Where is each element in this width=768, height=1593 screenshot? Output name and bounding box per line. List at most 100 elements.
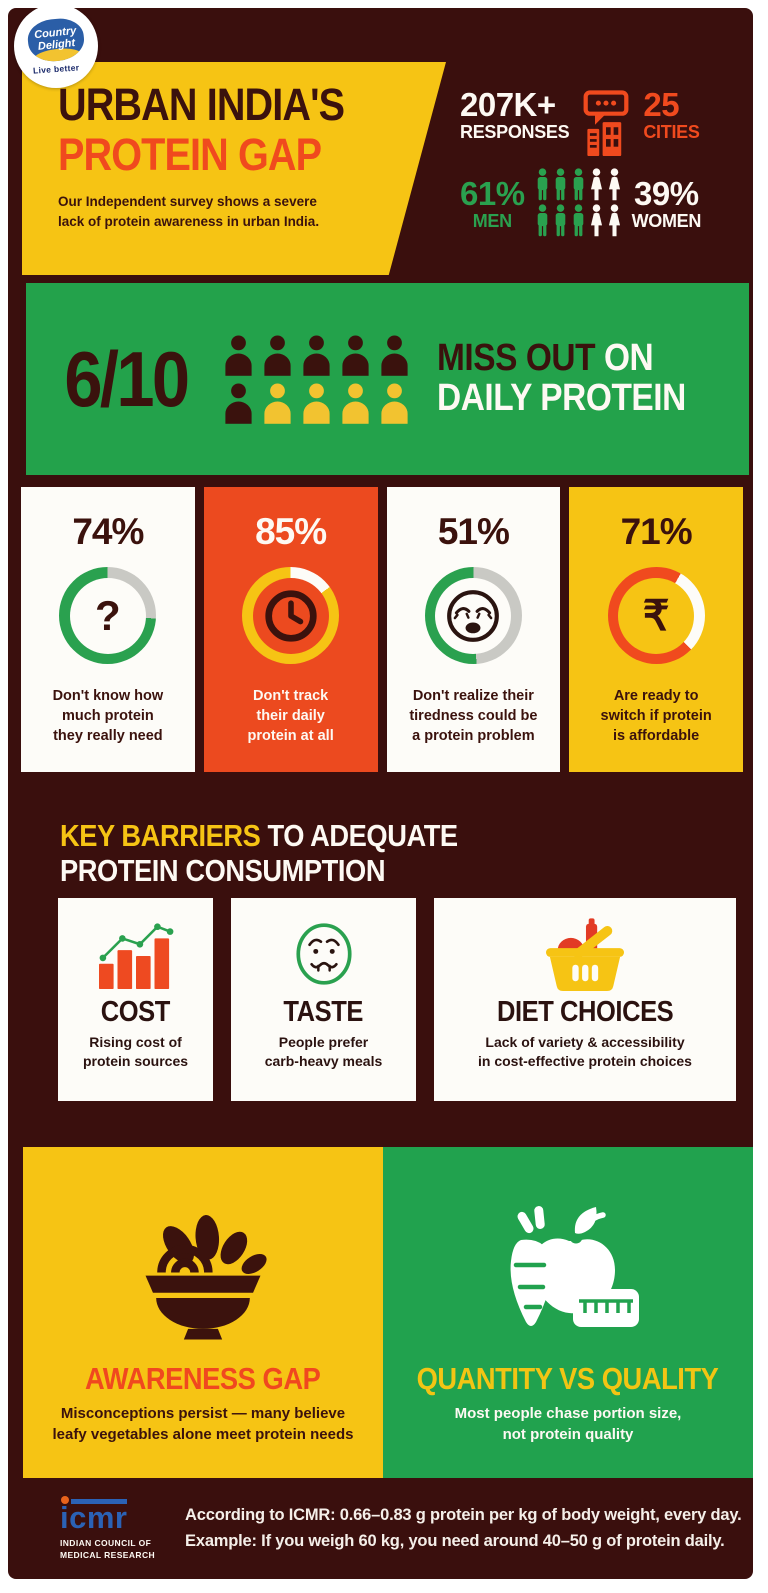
stat-value: 74% — [72, 511, 144, 552]
survey-stats: 207K+ RESPONSES — [460, 88, 750, 237]
stat-caption: Don't realize their tiredness could be a… — [409, 688, 538, 744]
salad-bowl-icon — [123, 1147, 283, 1347]
man-icon — [571, 168, 586, 201]
women-stat: 39% WOMEN — [632, 177, 702, 232]
barrier-caption: People prefer carb-heavy meals — [264, 1034, 383, 1069]
cities-stat: 25 CITIES — [643, 86, 700, 143]
header-section: Country Delight Live better URBAN INDIA'… — [8, 8, 753, 285]
panel-caption: Most people chase portion size, not prot… — [454, 1405, 682, 1443]
gender-stats-row: 61% MEN 39% WOMEN — [460, 172, 750, 237]
quantity-vs-quality-panel: QUANTITY VS QUALITY Most people chase po… — [383, 1147, 753, 1478]
gender-pictogram — [535, 168, 622, 237]
person-icon — [300, 383, 333, 424]
men-stat: 61% MEN — [460, 177, 525, 232]
weary-face-icon — [435, 577, 512, 654]
footer-section: icmr INDIAN COUNCIL OF MEDICAL RESEARCH … — [8, 1478, 753, 1579]
person-icon — [261, 383, 294, 424]
donut-ring: ₹ — [607, 567, 705, 664]
icmr-recommendation-note: According to ICMR: 0.66–0.83 g protein p… — [185, 1505, 742, 1550]
title-block: URBAN INDIA'S PROTEIN GAP Our Independen… — [58, 82, 383, 233]
insight-panels: AWARENESS GAP Misconceptions persist — m… — [23, 1147, 753, 1478]
stat-card-unaware: 74% ? Don't know how much protein they r… — [21, 487, 195, 772]
barriers-heading-rest: TO ADEQUATE — [260, 818, 459, 853]
people-pictogram — [222, 335, 411, 424]
donut-ring — [242, 567, 340, 664]
barrier-title: TASTE — [283, 996, 364, 1028]
woman-icon — [607, 168, 622, 201]
stat-value: 51% — [437, 511, 510, 552]
stat-card-no-tracking: 85% Don't track their daily protein at a… — [203, 487, 378, 772]
person-icon — [378, 335, 411, 376]
stat-value: 71% — [620, 511, 693, 552]
woman-icon — [589, 168, 604, 201]
displeased-face-icon — [231, 914, 416, 994]
barriers-heading: KEY BARRIERS TO ADEQUATE PROTEIN CONSUMP… — [60, 818, 512, 888]
cities-value: 25 — [643, 86, 680, 123]
panel-title: QUANTITY VS QUALITY — [417, 1361, 719, 1396]
person-icon — [339, 383, 372, 424]
stat-value: 85% — [255, 511, 327, 552]
man-icon — [553, 204, 568, 237]
awareness-gap-panel: AWARENESS GAP Misconceptions persist — m… — [23, 1147, 383, 1478]
ratio-value: 6/10 — [64, 335, 190, 423]
page-title-line1: URBAN INDIA'S — [58, 79, 345, 130]
produce-measuring-tape-icon — [482, 1147, 654, 1347]
barriers-cards-row: COST Rising cost of protein sources TAST… — [58, 898, 736, 1101]
woman-icon — [607, 204, 622, 237]
highlight-text: MISS OUT ON DAILY PROTEIN — [437, 339, 720, 418]
cities-label: CITIES — [643, 122, 700, 142]
women-label: WOMEN — [631, 211, 702, 232]
barrier-caption: Lack of variety & accessibility in cost-… — [478, 1034, 692, 1069]
grocery-basket-icon — [434, 914, 736, 994]
clock-icon — [252, 577, 329, 654]
stat-card-tiredness: 51% Don't realize their tiredness could … — [386, 487, 561, 772]
icmr-wordmark: icmr — [60, 1500, 128, 1536]
stat-cards-row: 74% ? Don't know how much protein they r… — [21, 487, 743, 772]
responses-label: RESPONSES — [460, 122, 570, 142]
barriers-heading-line2: PROTEIN CONSUMPTION — [60, 853, 386, 889]
rising-bar-chart-icon — [58, 914, 213, 994]
person-icon — [261, 335, 294, 376]
panel-caption: Misconceptions persist — many believe le… — [52, 1405, 354, 1443]
country-delight-badge: Country Delight — [25, 15, 87, 64]
subtitle-line2: lack of protein awareness in urban India… — [58, 214, 320, 230]
stat-card-switch: 71% ₹ Are ready to switch if protein is … — [569, 487, 743, 772]
men-value: 61% — [460, 175, 525, 213]
country-delight-logo: Country Delight Live better — [14, 8, 98, 88]
highlight-line2: DAILY PROTEIN — [436, 377, 686, 419]
highlight-phrase-light: ON — [594, 337, 653, 380]
panel-title: AWARENESS GAP — [85, 1361, 321, 1396]
icmr-org-name: INDIAN COUNCIL OF MEDICAL RESEARCH — [60, 1538, 156, 1560]
page-title-line2: PROTEIN GAP — [58, 129, 322, 180]
highlight-phrase-dark: MISS OUT — [436, 337, 596, 380]
reach-stats-row: 207K+ RESPONSES — [460, 88, 750, 156]
women-value: 39% — [634, 175, 699, 213]
responses-value: 207K+ — [460, 86, 556, 123]
stat-caption: Don't know how much protein they really … — [52, 688, 164, 744]
icmr-logo-bar — [71, 1499, 128, 1504]
highlight-band: 6/10 MISS OUT ON DAILY PROTEIN — [26, 283, 749, 475]
woman-icon — [589, 204, 604, 237]
stat-caption: Don't track their daily protein at all — [247, 688, 334, 744]
person-icon — [339, 335, 372, 376]
man-icon — [571, 204, 586, 237]
donut-ring: ? — [59, 567, 157, 664]
barrier-card-cost: COST Rising cost of protein sources — [58, 898, 213, 1101]
rupee-icon: ₹ — [618, 577, 695, 654]
infographic-canvas: Country Delight Live better URBAN INDIA'… — [8, 8, 753, 1579]
chat-buildings-icon — [583, 90, 629, 156]
brand-tagline: Live better — [32, 61, 80, 76]
barrier-card-taste: TASTE People prefer carb-heavy meals — [231, 898, 416, 1101]
person-icon — [378, 383, 411, 424]
person-icon — [222, 335, 255, 376]
question-mark-icon: ? — [69, 577, 146, 654]
barrier-card-diet-choices: DIET CHOICES Lack of variety & accessibi… — [434, 898, 736, 1101]
barriers-heading-highlight: KEY BARRIERS — [60, 818, 261, 853]
icmr-logo: icmr INDIAN COUNCIL OF MEDICAL RESEARCH — [60, 1496, 155, 1560]
barrier-title: DIET CHOICES — [496, 996, 674, 1028]
man-icon — [535, 204, 550, 237]
person-icon — [222, 383, 255, 424]
man-icon — [535, 168, 550, 201]
person-icon — [300, 335, 333, 376]
